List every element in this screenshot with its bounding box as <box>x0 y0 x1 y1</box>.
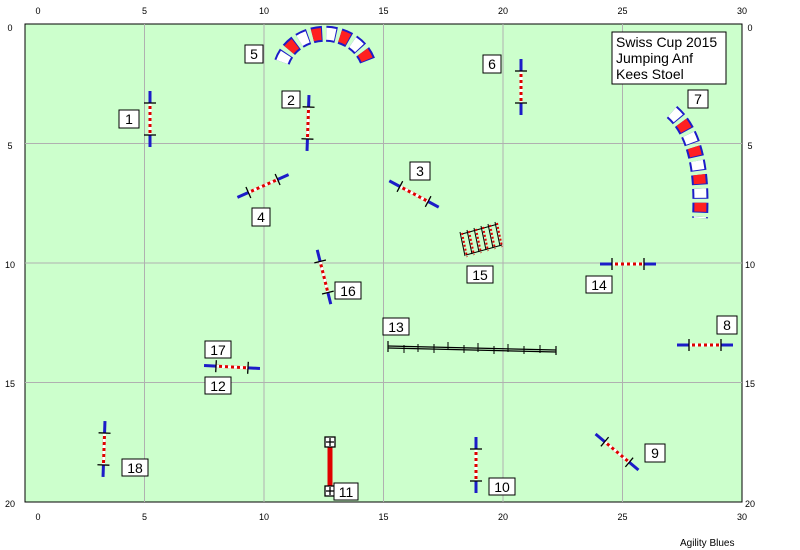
obstacle-number: 5 <box>250 46 258 62</box>
y-tick: 0 <box>747 23 752 33</box>
obstacle-6-jump[interactable] <box>515 59 527 115</box>
obstacle-15-weave-poles[interactable] <box>459 221 503 258</box>
obstacle-6-label: 6 <box>482 54 502 74</box>
x-axis-bottom: 0 5 10 15 20 25 30 <box>35 512 747 522</box>
obstacle-11-tire[interactable] <box>324 436 336 497</box>
y-axis-right: 0 5 10 15 20 <box>745 23 755 509</box>
obstacle-9-label: 9 <box>644 443 666 463</box>
obstacle-8-label: 8 <box>716 315 738 335</box>
obstacle-10-label: 10 <box>488 477 516 496</box>
x-tick: 5 <box>142 512 147 522</box>
obstacle-2-jump[interactable] <box>301 94 315 152</box>
obstacle-number: 3 <box>416 163 424 179</box>
obstacle-12-label: 12 <box>204 376 232 395</box>
y-tick: 15 <box>5 379 15 389</box>
obstacle-14-label: 14 <box>585 275 613 294</box>
x-tick: 5 <box>142 6 147 16</box>
x-tick: 15 <box>378 512 388 522</box>
obstacle-number: 17 <box>210 342 226 358</box>
x-axis-top: 0 5 10 15 20 25 30 <box>35 6 747 16</box>
obstacle-16-jump[interactable] <box>311 248 336 305</box>
title-line: Kees Stoel <box>616 66 684 82</box>
y-tick: 10 <box>5 260 15 270</box>
obstacle-number: 2 <box>287 92 295 108</box>
title-box: Swiss Cup 2015 Jumping Anf Kees Stoel <box>611 31 727 85</box>
obstacle-10-jump[interactable] <box>470 437 482 493</box>
x-tick: 0 <box>35 512 40 522</box>
obstacle-12-jump[interactable] <box>203 360 261 375</box>
obstacle-13-dog-walk[interactable] <box>387 341 557 355</box>
obstacle-number: 11 <box>339 484 354 500</box>
x-tick: 20 <box>498 6 508 16</box>
obstacle-18-label: 18 <box>121 458 149 477</box>
obstacle-number: 16 <box>340 283 356 299</box>
obstacle-5-label: 5 <box>244 44 264 64</box>
x-tick: 0 <box>35 6 40 16</box>
obstacle-number: 18 <box>127 460 143 476</box>
obstacle-17-label: 17 <box>204 340 232 359</box>
obstacle-number: 15 <box>472 267 488 283</box>
obstacle-number: 9 <box>651 445 659 461</box>
x-tick: 10 <box>259 512 269 522</box>
obstacle-5-tunnel[interactable] <box>274 25 376 66</box>
obstacle-number: 12 <box>210 378 226 394</box>
obstacle-4-jump[interactable] <box>235 169 291 203</box>
x-tick: 25 <box>617 6 627 16</box>
obstacle-3-label: 3 <box>409 161 431 181</box>
y-tick: 20 <box>5 499 15 509</box>
x-tick: 20 <box>498 512 508 522</box>
y-tick: 5 <box>747 141 752 151</box>
obstacle-7-tunnel[interactable] <box>666 105 709 219</box>
obstacle-15-label: 15 <box>466 265 494 284</box>
obstacle-16-label: 16 <box>334 281 362 300</box>
obstacle-1-jump[interactable] <box>144 91 156 147</box>
y-axis-left: 0 5 10 15 20 <box>5 23 15 509</box>
obstacle-14-jump[interactable] <box>600 258 656 270</box>
obstacle-number: 14 <box>591 277 607 293</box>
y-tick: 15 <box>745 379 755 389</box>
obstacle-number: 4 <box>257 209 265 225</box>
obstacle-number: 1 <box>125 111 133 127</box>
x-tick: 30 <box>737 6 747 16</box>
y-tick: 5 <box>7 141 12 151</box>
obstacle-number: 6 <box>488 56 496 72</box>
obstacle-number: 8 <box>723 317 731 333</box>
x-tick: 10 <box>259 6 269 16</box>
obstacle-11-label: 11 <box>333 482 359 501</box>
obstacle-7-label: 7 <box>687 89 709 109</box>
y-tick: 10 <box>745 260 755 270</box>
footer-credit: Agility Blues <box>680 538 734 549</box>
obstacle-2-label: 2 <box>281 90 301 109</box>
obstacle-9-jump[interactable] <box>592 429 643 474</box>
obstacle-18-jump[interactable] <box>97 420 111 478</box>
x-tick: 30 <box>737 512 747 522</box>
title-line: Jumping Anf <box>616 50 693 66</box>
obstacle-number: 7 <box>694 91 702 107</box>
obstacle-number: 10 <box>494 479 510 495</box>
x-tick: 25 <box>617 512 627 522</box>
title-line: Swiss Cup 2015 <box>616 34 717 50</box>
y-tick: 0 <box>7 23 12 33</box>
obstacle-13-label: 13 <box>382 317 410 336</box>
y-tick: 20 <box>745 499 755 509</box>
obstacle-8-jump[interactable] <box>677 339 733 351</box>
obstacle-4-label: 4 <box>251 207 271 227</box>
obstacle-number: 13 <box>388 319 404 335</box>
obstacle-3-jump[interactable] <box>386 176 441 213</box>
obstacle-1-label: 1 <box>118 109 140 129</box>
x-tick: 15 <box>378 6 388 16</box>
